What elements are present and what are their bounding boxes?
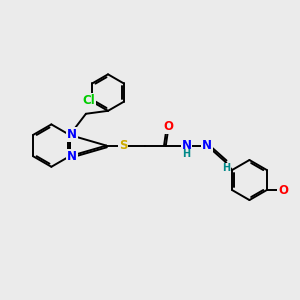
Text: H: H xyxy=(222,163,230,173)
Text: N: N xyxy=(67,150,77,163)
Text: H: H xyxy=(182,149,190,159)
Text: O: O xyxy=(278,184,288,196)
Text: N: N xyxy=(182,139,191,152)
Text: N: N xyxy=(202,139,212,152)
Text: O: O xyxy=(163,120,173,133)
Text: Cl: Cl xyxy=(83,94,96,107)
Text: N: N xyxy=(67,128,77,141)
Text: S: S xyxy=(119,139,128,152)
